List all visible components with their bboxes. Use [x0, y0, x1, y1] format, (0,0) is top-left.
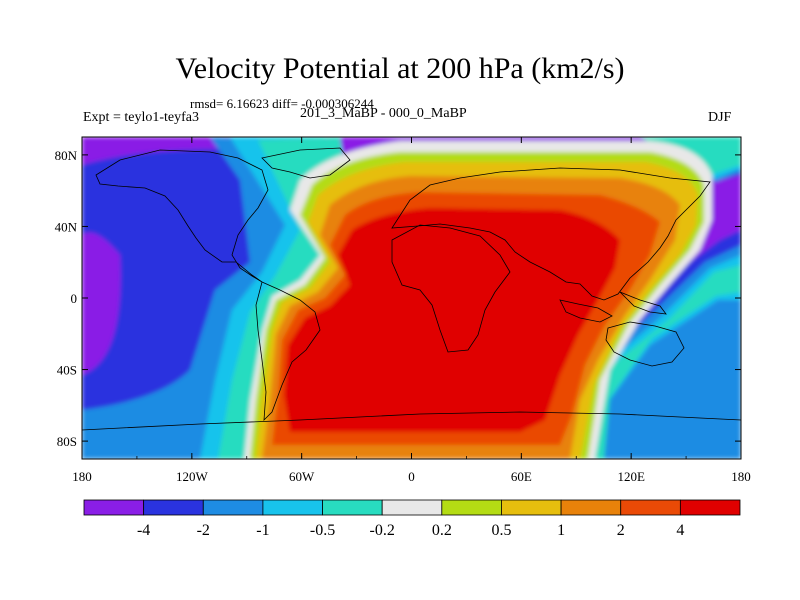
coastlines — [82, 147, 741, 431]
colorbar-swatch — [381, 499, 443, 516]
colorbar-swatch — [501, 499, 562, 516]
stats-label: rmsd= 6.16623 diff= -0.000306244 — [190, 96, 374, 111]
colorbar-label: 0.2 — [432, 522, 452, 539]
colorbar: -4 -2 -1 -0.5 -0.2 0.2 0.5 1 2 4 — [83, 499, 741, 539]
coastline-7 — [619, 291, 667, 315]
chart-title: Velocity Potential at 200 hPa (km2/s) — [175, 52, 625, 85]
x-tick-label: 120E — [617, 469, 645, 484]
coastline-8 — [82, 411, 741, 431]
contour-band-3 — [218, 137, 741, 459]
colorbar-swatch — [441, 499, 502, 516]
y-tick-label: 80N — [55, 148, 78, 163]
y-tick-label: 40N — [55, 219, 78, 234]
coastline-6 — [559, 299, 613, 323]
coastline-2 — [261, 147, 351, 179]
contour-field — [82, 137, 741, 459]
experiment-label: Expt = teylo1-teyfa3 — [83, 110, 199, 125]
season-label: DJF — [708, 110, 732, 125]
y-tick-label: 80S — [57, 434, 77, 449]
colorbar-label: 0.5 — [491, 522, 511, 539]
x-tick-label: 0 — [408, 469, 415, 484]
coastline-3 — [391, 224, 511, 353]
contour-band-1 — [82, 137, 741, 459]
coastline-1 — [255, 281, 321, 422]
coastline-4 — [391, 167, 711, 301]
colorbar-swatch — [620, 499, 681, 516]
colorbar-label: -2 — [197, 522, 210, 539]
x-tick-label: 120W — [176, 469, 209, 484]
y-tick-label: 40S — [57, 363, 77, 378]
colorbar-swatch — [322, 499, 383, 516]
coastline-0 — [95, 149, 269, 283]
chart-subtitle: 201_3_MaBP - 000_0_MaBP — [300, 106, 467, 121]
x-tick-label: 60W — [289, 469, 315, 484]
x-tick-label: 180 — [731, 469, 751, 484]
colorbar-swatch — [202, 499, 264, 516]
colorbar-label: -4 — [137, 522, 150, 539]
contour-band-9 — [284, 208, 620, 432]
colorbar-swatch — [679, 499, 741, 516]
y-tick-label: 0 — [71, 291, 78, 306]
colorbar-label: -1 — [256, 522, 269, 539]
colorbar-label: 2 — [617, 522, 625, 539]
colorbar-swatch — [262, 499, 323, 516]
coastline-5 — [605, 321, 685, 367]
colorbar-swatch — [83, 499, 145, 516]
x-tick-label: 180 — [72, 469, 92, 484]
colorbar-label: -0.2 — [370, 522, 395, 539]
colorbar-swatch — [560, 499, 622, 516]
colorbar-label: -0.5 — [310, 522, 335, 539]
colorbar-label: 4 — [676, 522, 684, 539]
colorbar-label: 1 — [557, 522, 565, 539]
x-tick-label: 60E — [511, 469, 532, 484]
axes: 180 120W 60W 0 60E 120E 180 80N 40N 0 40S 80S — [55, 137, 751, 484]
colorbar-swatch — [143, 499, 204, 516]
